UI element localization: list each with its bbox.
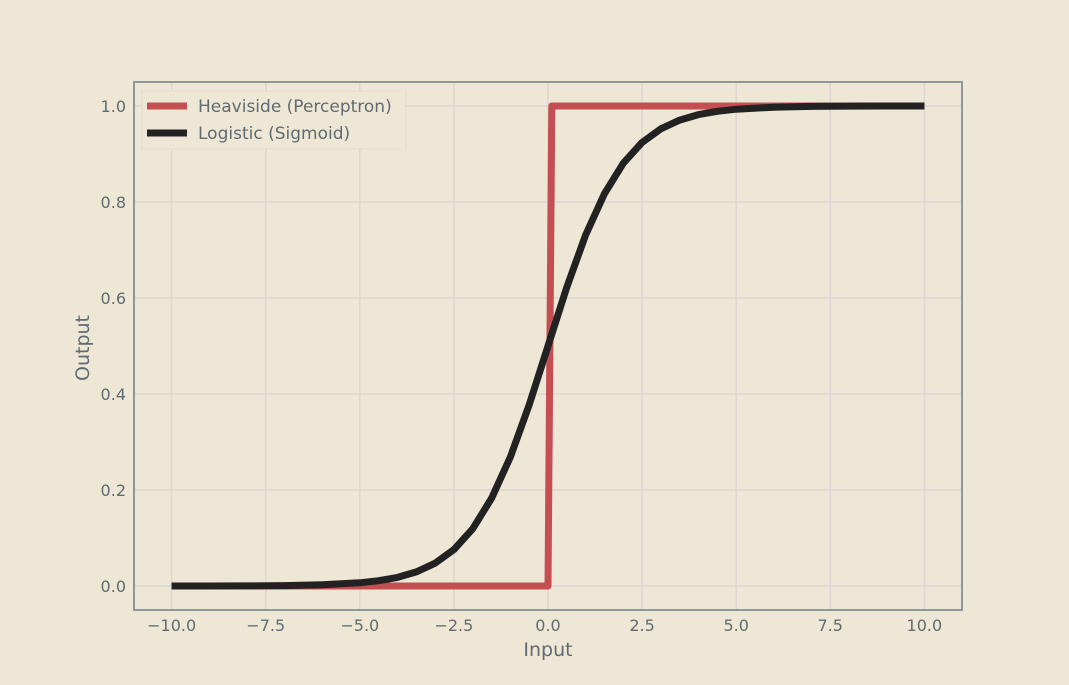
x-tick-label: −10.0 <box>147 616 196 635</box>
y-tick-label: 0.6 <box>101 289 126 308</box>
series-lines <box>171 102 925 590</box>
x-tick-label: 2.5 <box>629 616 654 635</box>
x-tick-label: 7.5 <box>818 616 843 635</box>
y-axis-label: Output <box>72 315 94 381</box>
x-tick-label: 10.0 <box>907 616 943 635</box>
x-tick-label: 5.0 <box>723 616 748 635</box>
legend: Heaviside (Perceptron) Logistic (Sigmoid) <box>141 90 407 150</box>
x-tick-label: −5.0 <box>340 616 379 635</box>
y-tick-label: 0.4 <box>101 385 126 404</box>
logistic-series-line <box>171 102 925 590</box>
x-tick-label: −2.5 <box>434 616 473 635</box>
x-axis-label: Input <box>523 639 572 661</box>
legend-box <box>141 90 407 150</box>
legend-label: Logistic (Sigmoid) <box>198 124 350 144</box>
plot-frame <box>133 81 963 611</box>
x-tick-label: 0.0 <box>535 616 560 635</box>
y-tick-label: 0.8 <box>101 193 126 212</box>
y-tick-label: 0.2 <box>101 481 126 500</box>
tick-labels: −10.0 −7.5 −5.0 −2.5 0.0 2.5 5.0 7.5 10.0 0.0 0.2 0… <box>101 97 943 635</box>
y-tick-label: 1.0 <box>101 97 126 116</box>
y-tick-label: 0.0 <box>101 577 126 596</box>
legend-label: Heaviside (Perceptron) <box>198 97 392 117</box>
x-tick-label: −7.5 <box>246 616 285 635</box>
